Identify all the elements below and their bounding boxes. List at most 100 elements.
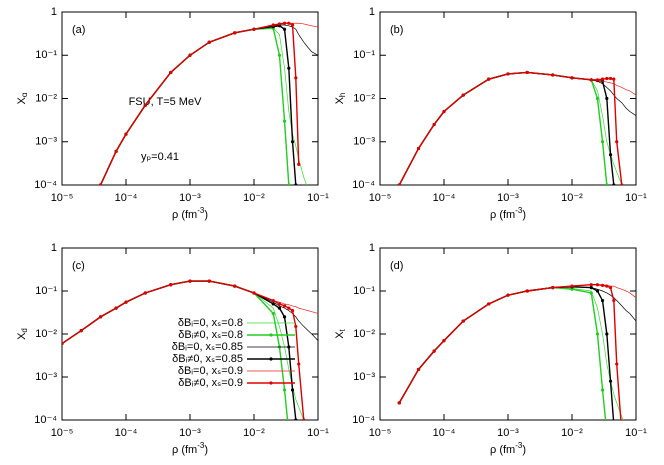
series-line xyxy=(99,22,300,185)
data-point xyxy=(615,140,619,144)
data-point xyxy=(589,78,593,82)
x-label-end: ) xyxy=(522,444,526,456)
data-point xyxy=(600,283,605,287)
x-tick-label: 10⁻² xyxy=(561,427,583,439)
panel: 10⁻⁵ 10⁻⁴ 10⁻³ 10⁻² 10⁻¹10⁻⁴10⁻³10⁻²10⁻¹1ρ (… xyxy=(334,242,647,456)
y-tick-label: 10⁻² xyxy=(353,328,375,340)
annotation: yₚ=0.41 xyxy=(141,151,179,163)
x-tick-label: 10⁻³ xyxy=(179,192,201,204)
data-point xyxy=(605,183,609,185)
data-point xyxy=(233,31,237,35)
y-axis-label: Xt xyxy=(334,328,347,338)
y-label-text: X xyxy=(334,96,346,104)
x-tick-label: 10⁻⁴ xyxy=(115,427,138,439)
data-point xyxy=(525,70,529,75)
data-point xyxy=(605,96,609,101)
data-point xyxy=(605,76,609,81)
legend-marker xyxy=(269,381,273,385)
data-point xyxy=(416,367,421,372)
data-point xyxy=(605,284,609,288)
y-tick-label: 1 xyxy=(369,6,375,18)
data-point xyxy=(282,21,287,25)
data-point xyxy=(297,362,301,366)
data-point xyxy=(287,21,291,25)
data-point xyxy=(506,293,510,297)
data-point xyxy=(608,153,613,157)
data-point xyxy=(124,132,128,136)
x-axis-label: ρ (fm-3) xyxy=(172,441,208,456)
data-point xyxy=(589,291,593,295)
y-label-text: X xyxy=(334,331,346,339)
x-tick-label: 10⁻² xyxy=(243,192,265,204)
data-point xyxy=(287,66,291,70)
y-label-sub: t xyxy=(338,328,347,331)
data-point xyxy=(282,27,287,31)
data-point xyxy=(595,289,600,293)
data-point xyxy=(595,96,600,101)
data-point xyxy=(277,302,282,306)
y-label-sub: d xyxy=(20,328,29,332)
data-point xyxy=(589,283,593,287)
legend-marker xyxy=(269,357,273,361)
data-point xyxy=(287,431,290,434)
data-point xyxy=(79,328,83,333)
y-tick-label: 10⁻² xyxy=(353,92,375,104)
legend-label: δBᵢ=0, xₛ=0.85 xyxy=(172,341,243,353)
x-tick-label: 10⁻² xyxy=(243,427,265,439)
data-point xyxy=(98,183,103,185)
legend-label: δBᵢ≠0, xₛ=0.9 xyxy=(178,377,243,389)
x-tick-label: 10⁻³ xyxy=(179,427,201,439)
y-tick-label: 10⁻² xyxy=(35,328,57,340)
data-point xyxy=(612,183,616,185)
data-point xyxy=(282,388,287,392)
x-label-sup: -3 xyxy=(197,206,205,215)
plot-frame xyxy=(61,247,319,421)
series-line xyxy=(398,287,624,420)
x-label-text: ρ (fm xyxy=(172,209,197,221)
series-line xyxy=(398,286,636,404)
y-tick-label: 1 xyxy=(51,6,57,18)
x-label-sup: -3 xyxy=(515,441,523,450)
y-tick-label: 10⁻¹ xyxy=(35,285,57,297)
data-point xyxy=(282,304,287,308)
data-point xyxy=(615,362,619,366)
data-point xyxy=(525,289,529,293)
data-point xyxy=(290,140,295,144)
data-point xyxy=(282,315,287,319)
x-label-sup: -3 xyxy=(197,441,205,450)
data-point xyxy=(600,77,605,81)
x-label-sup: -3 xyxy=(515,206,523,215)
legend-marker xyxy=(269,333,273,337)
data-point xyxy=(600,140,605,144)
y-tick-label: 10⁻³ xyxy=(35,371,57,383)
x-tick-label: 10⁻⁴ xyxy=(433,192,456,204)
data-point xyxy=(620,431,623,434)
data-point xyxy=(589,285,593,290)
y-tick-label: 10⁻¹ xyxy=(353,49,375,61)
series-line xyxy=(398,71,623,185)
panel-label: (d) xyxy=(390,260,403,272)
annotation: FSU, T=5 MeV xyxy=(129,96,203,108)
data-point xyxy=(271,302,275,306)
data-point xyxy=(302,418,306,420)
series-line xyxy=(398,286,615,420)
x-tick-label: 10⁻³ xyxy=(497,192,519,204)
data-point xyxy=(169,70,173,75)
data-point xyxy=(432,122,436,127)
data-point xyxy=(506,72,510,76)
data-point xyxy=(277,306,282,310)
x-label-text: ρ (fm xyxy=(490,444,515,456)
x-tick-label: 10⁻⁵ xyxy=(369,427,392,439)
y-tick-label: 10⁻⁴ xyxy=(352,414,375,426)
y-label-text: X xyxy=(16,332,28,340)
data-point xyxy=(442,109,446,114)
data-point xyxy=(271,311,275,316)
x-tick-label: 10⁻² xyxy=(561,192,583,204)
data-point xyxy=(608,285,613,290)
legend-label: δBᵢ≠0, xₛ=0.8 xyxy=(178,329,243,341)
data-point xyxy=(620,183,624,185)
data-point xyxy=(397,183,401,185)
series-line xyxy=(398,72,623,185)
y-tick-label: 10⁻² xyxy=(35,92,57,104)
